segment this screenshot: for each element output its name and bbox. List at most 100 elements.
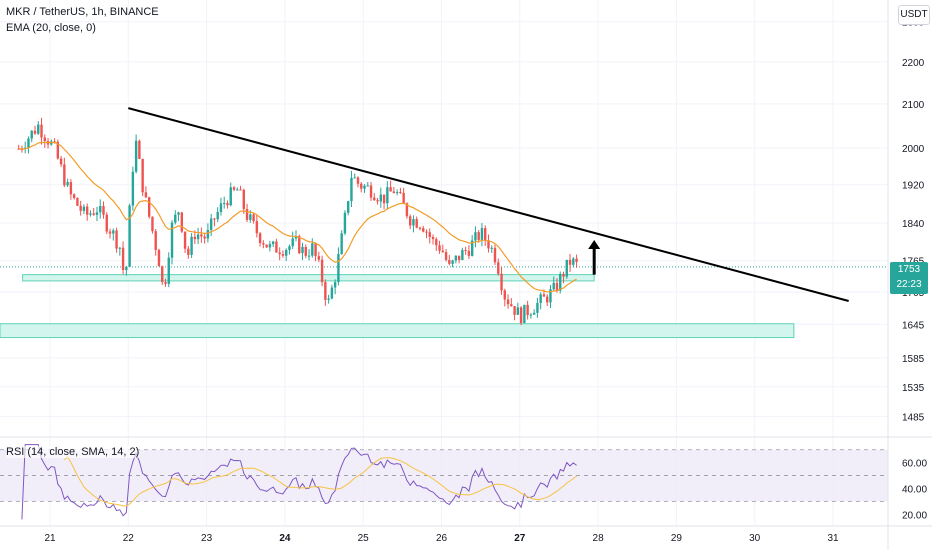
- trendline: [128, 107, 849, 302]
- candle: [353, 173, 356, 179]
- candle: [379, 187, 383, 208]
- candle-body: [154, 231, 157, 250]
- candle-body: [232, 187, 236, 190]
- candle-body: [317, 256, 321, 260]
- candle-body: [128, 205, 131, 267]
- candle: [216, 207, 219, 223]
- candles: [17, 117, 578, 326]
- candle: [56, 139, 60, 160]
- candle: [79, 200, 82, 216]
- candle-body: [304, 246, 307, 256]
- candle: [513, 305, 516, 321]
- candle: [497, 258, 500, 276]
- candle-body: [415, 219, 418, 228]
- candle: [242, 188, 245, 214]
- candle: [128, 203, 131, 267]
- candle-body: [226, 203, 229, 206]
- candle: [448, 254, 451, 266]
- candle: [441, 244, 445, 253]
- candle-body: [115, 230, 118, 249]
- rsi-legend[interactable]: RSI (14, close, SMA, 14, 2): [6, 446, 140, 458]
- candle-body: [467, 250, 471, 256]
- candle: [389, 180, 392, 192]
- candle: [399, 187, 402, 194]
- candle-body: [174, 214, 177, 223]
- support-zones: [0, 274, 795, 339]
- candle-body: [412, 219, 415, 226]
- candle-body: [435, 239, 438, 246]
- candle: [386, 181, 389, 209]
- time-tick-label: 31: [827, 533, 839, 544]
- candle-body: [66, 182, 69, 186]
- candle-body: [278, 252, 281, 255]
- candle: [141, 158, 144, 197]
- candle: [422, 225, 425, 233]
- symbol-title[interactable]: MKR / TetherUS, 1h, BINANCE: [6, 6, 159, 18]
- candle-body: [523, 304, 526, 324]
- candle: [369, 182, 373, 201]
- candle: [337, 247, 340, 286]
- candle-body: [565, 259, 568, 277]
- candle: [115, 227, 118, 253]
- candle-body: [301, 246, 304, 254]
- candle-body: [532, 312, 536, 315]
- candle-body: [457, 255, 461, 260]
- candle: [444, 249, 448, 262]
- candle-body: [249, 214, 252, 220]
- candle: [180, 211, 184, 233]
- candle: [252, 213, 255, 224]
- candle-body: [245, 209, 249, 220]
- candle-body: [346, 201, 350, 213]
- candle: [147, 196, 151, 219]
- time-tick-label: 24: [279, 533, 291, 544]
- candle-body: [239, 189, 242, 191]
- candle-body: [333, 282, 337, 288]
- time-tick-label: 21: [44, 533, 56, 544]
- candle-body: [157, 249, 161, 267]
- candle-body: [392, 191, 396, 194]
- rsi-ma-line: [64, 455, 577, 507]
- candle: [376, 197, 379, 205]
- candle: [219, 197, 223, 216]
- candle-body: [134, 140, 138, 172]
- candle-body: [216, 211, 219, 220]
- candle: [311, 238, 314, 258]
- candle: [232, 186, 236, 192]
- candle-body: [484, 228, 487, 241]
- candle-body: [229, 187, 232, 206]
- candle: [177, 211, 180, 222]
- candle-body: [76, 197, 79, 206]
- candle: [435, 237, 438, 251]
- time-tick-label: 23: [201, 533, 213, 544]
- support-zone: [22, 274, 595, 282]
- candle-body: [340, 233, 343, 255]
- currency-button[interactable]: USDT: [898, 5, 930, 25]
- candle: [320, 255, 324, 287]
- candle-body: [258, 233, 262, 244]
- candle-body: [307, 255, 311, 257]
- candle-body: [63, 164, 66, 186]
- candle: [118, 247, 122, 256]
- time-tick-label: 26: [436, 533, 448, 544]
- candle: [134, 134, 138, 174]
- candle-body: [59, 158, 63, 165]
- candle: [568, 253, 572, 272]
- candle-body: [552, 282, 555, 290]
- candle-body: [219, 203, 223, 212]
- candle-body: [539, 294, 542, 303]
- candle: [89, 210, 92, 217]
- candle: [408, 214, 412, 230]
- candle-body: [89, 213, 92, 215]
- candle-body: [288, 246, 291, 250]
- candle: [138, 139, 141, 160]
- candle-body: [337, 254, 340, 283]
- candle-body: [144, 192, 148, 198]
- ema-legend[interactable]: EMA (20, close, 0): [6, 22, 96, 34]
- candle-body: [353, 177, 356, 179]
- candle-body: [373, 197, 376, 201]
- candle: [95, 206, 99, 222]
- candle: [72, 193, 76, 200]
- candle-body: [546, 296, 549, 303]
